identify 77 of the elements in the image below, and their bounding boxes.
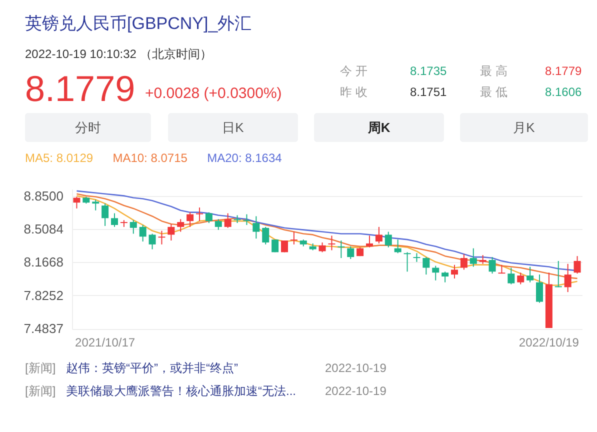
y-tick-label: 8.8500 xyxy=(24,188,64,204)
candlestick xyxy=(554,260,562,288)
candlestick xyxy=(186,212,194,228)
candlestick xyxy=(574,256,581,274)
text: 昨 收 xyxy=(340,85,368,99)
candlestick xyxy=(243,214,250,226)
candlestick xyxy=(460,254,468,270)
candlestick xyxy=(130,220,137,234)
candlestick xyxy=(102,203,109,226)
candlestick xyxy=(526,266,534,283)
chart-title: 英镑兑人民币[GBPCNY]_外汇 xyxy=(25,14,252,33)
text: 2022-10-19 10:10:32 （北京时间） xyxy=(25,47,212,61)
candlestick xyxy=(470,248,477,268)
candlestick xyxy=(111,212,118,228)
candlestick xyxy=(422,256,430,276)
candlestick xyxy=(252,216,260,240)
x-tick-label: 2022/10/19 xyxy=(518,336,580,350)
candlestick xyxy=(92,199,100,211)
text: MA20: 8.1634 xyxy=(207,151,282,165)
candlestick xyxy=(432,265,440,281)
candlestick xyxy=(517,272,524,285)
candlestick xyxy=(158,230,166,245)
candlestick xyxy=(196,206,203,222)
candlestick xyxy=(508,267,515,285)
candlestick xyxy=(384,231,392,248)
candlestick xyxy=(205,212,212,224)
candlestick xyxy=(262,226,270,245)
candlestick xyxy=(347,246,354,260)
text: [新闻] xyxy=(25,361,56,375)
text: 8.1606 xyxy=(545,85,582,99)
candlestick xyxy=(394,239,402,254)
candlestick xyxy=(488,256,496,274)
text: [新闻] xyxy=(25,384,56,398)
text: 月K xyxy=(513,120,536,135)
candlestick xyxy=(442,271,449,283)
y-tick-label: 8.1668 xyxy=(24,254,64,270)
text: 分时 xyxy=(75,120,101,135)
text: 最 低 xyxy=(480,85,508,99)
candlestick xyxy=(318,242,326,253)
text: 8.1779 xyxy=(545,64,582,78)
y-tick-label: 7.8252 xyxy=(24,288,64,303)
candlestick xyxy=(139,224,146,242)
candlestick xyxy=(536,274,543,304)
candlestick xyxy=(290,231,298,245)
text: 8.1751 xyxy=(410,85,448,99)
candlestick xyxy=(413,252,420,262)
text: 8.1779 xyxy=(25,68,136,109)
candlestick xyxy=(148,233,156,250)
text: 8.1735 xyxy=(410,64,448,78)
text: 2022-10-19 xyxy=(325,384,387,398)
candlestick xyxy=(168,224,175,242)
text: 周K xyxy=(366,120,391,135)
candlestick xyxy=(272,239,279,253)
y-tick-label: 7.4837 xyxy=(24,321,64,336)
y-tick-label: 8.5084 xyxy=(24,222,64,237)
text: 赵伟：英镑“平价”，或并非“终点” xyxy=(66,361,238,375)
candlestick xyxy=(564,263,572,293)
text: 日K xyxy=(222,120,244,135)
candlestick xyxy=(375,226,382,244)
candlestick xyxy=(328,235,336,251)
candlestick xyxy=(234,214,241,224)
candlestick xyxy=(214,218,222,230)
text: 美联储最大鹰派警告！核心通胀加速“无法... xyxy=(66,384,296,398)
text: +0.0028 (+0.0300%) xyxy=(145,85,282,102)
candlestick xyxy=(366,235,373,248)
candlestick xyxy=(404,252,411,272)
candlestick xyxy=(224,212,232,228)
text: 2022-10-19 xyxy=(325,361,387,375)
candlestick xyxy=(177,218,184,232)
text: MA10: 8.0715 xyxy=(112,151,188,165)
text: 最 高 xyxy=(480,64,508,78)
x-tick-label: 2021/10/17 xyxy=(75,336,136,350)
candlestick xyxy=(338,240,345,259)
text: MA5: 8.0129 xyxy=(25,151,94,165)
candlestick xyxy=(451,264,458,279)
text: 今 开 xyxy=(340,64,368,78)
candlestick xyxy=(73,196,80,209)
